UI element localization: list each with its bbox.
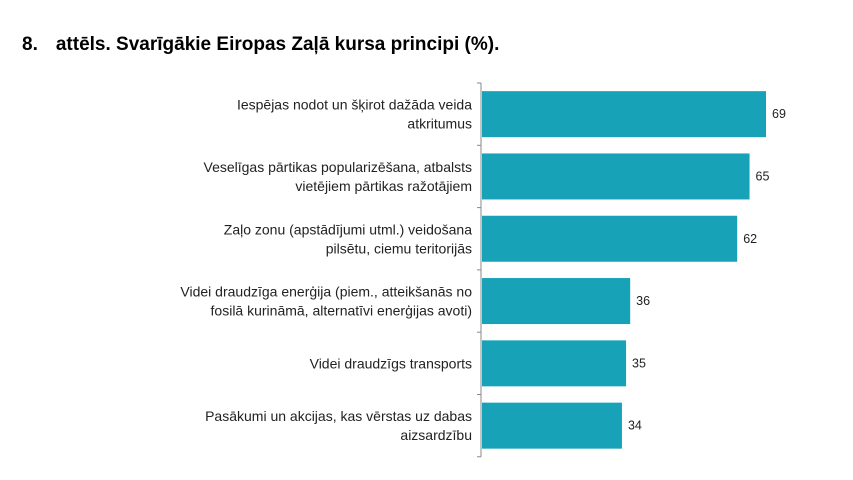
bar xyxy=(482,215,738,262)
data-label: 65 xyxy=(756,169,770,183)
data-label: 69 xyxy=(772,107,786,121)
data-label: 34 xyxy=(628,419,642,433)
category-label: Pasākumi un akcijas, kas vērstas uz daba… xyxy=(205,408,472,443)
bar xyxy=(482,153,750,200)
data-label: 35 xyxy=(632,356,646,370)
category-label: Iespējas nodot un šķirot dažāda veida atk… xyxy=(237,97,472,132)
title-number: 8. xyxy=(22,34,38,55)
bar xyxy=(482,278,631,325)
category-label: Videi draudzīga enerģija (piem., atteikš… xyxy=(180,284,472,319)
category-label: Veselīgas pārtikas popularizēšana, atbal… xyxy=(204,159,473,194)
bar xyxy=(482,91,767,138)
bar xyxy=(482,402,622,449)
category-label: Zaļo zonu (apstādījumi utml.) veidošana p… xyxy=(224,221,472,256)
category-label: Videi draudzīgs transports xyxy=(310,355,472,371)
title-text: attēls. Svarīgākie Eiropas Zaļā kursa pr… xyxy=(55,34,500,55)
chart-title: 8. attēls. Svarīgākie Eiropas Zaļā kursa … xyxy=(22,34,499,56)
data-label: 62 xyxy=(743,232,757,246)
bar xyxy=(482,340,627,387)
data-label: 36 xyxy=(636,294,650,308)
